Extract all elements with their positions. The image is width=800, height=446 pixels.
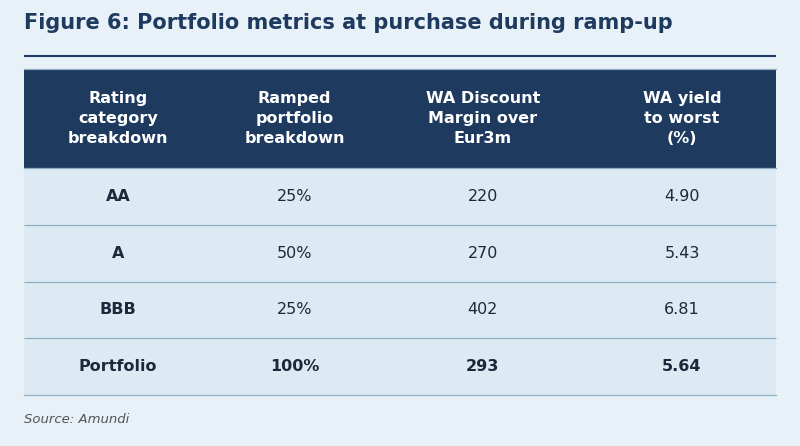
Text: Figure 6: Portfolio metrics at purchase during ramp-up: Figure 6: Portfolio metrics at purchase … xyxy=(24,13,673,33)
Text: 293: 293 xyxy=(466,359,499,374)
Text: WA Discount
Margin over
Eur3m: WA Discount Margin over Eur3m xyxy=(426,91,540,146)
Text: 5.43: 5.43 xyxy=(664,246,700,261)
Text: Rating
category
breakdown: Rating category breakdown xyxy=(68,91,168,146)
Text: Source: Amundi: Source: Amundi xyxy=(24,413,130,425)
Text: Portfolio: Portfolio xyxy=(78,359,158,374)
Bar xyxy=(24,169,776,395)
Text: 402: 402 xyxy=(467,302,498,318)
Text: BBB: BBB xyxy=(100,302,136,318)
Text: Ramped
portfolio
breakdown: Ramped portfolio breakdown xyxy=(245,91,345,146)
Text: 5.64: 5.64 xyxy=(662,359,702,374)
Text: 25%: 25% xyxy=(277,189,313,204)
Text: 50%: 50% xyxy=(277,246,313,261)
Text: WA yield
to worst
(%): WA yield to worst (%) xyxy=(642,91,722,146)
Text: 6.81: 6.81 xyxy=(664,302,700,318)
Text: AA: AA xyxy=(106,189,130,204)
Text: 4.90: 4.90 xyxy=(664,189,700,204)
Text: 270: 270 xyxy=(467,246,498,261)
Bar xyxy=(24,69,776,169)
Text: 25%: 25% xyxy=(277,302,313,318)
Text: 100%: 100% xyxy=(270,359,319,374)
Text: A: A xyxy=(112,246,124,261)
Text: 220: 220 xyxy=(467,189,498,204)
